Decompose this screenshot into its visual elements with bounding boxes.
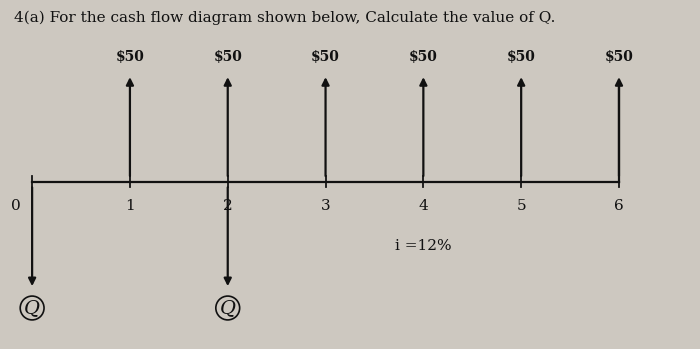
Text: 4(a) For the cash flow diagram shown below, Calculate the value of Q.: 4(a) For the cash flow diagram shown bel… — [14, 10, 555, 25]
Text: 3: 3 — [321, 199, 330, 213]
Text: i =12%: i =12% — [395, 239, 452, 253]
Text: 5: 5 — [517, 199, 526, 213]
Text: $50: $50 — [507, 50, 536, 64]
Text: $50: $50 — [605, 50, 634, 64]
Text: 2: 2 — [223, 199, 232, 213]
Text: 0: 0 — [10, 199, 20, 213]
Text: 1: 1 — [125, 199, 135, 213]
Text: 4: 4 — [419, 199, 428, 213]
Text: Q: Q — [220, 299, 236, 317]
Text: $50: $50 — [311, 50, 340, 64]
Text: $50: $50 — [214, 50, 242, 64]
Text: 6: 6 — [614, 199, 624, 213]
Text: $50: $50 — [409, 50, 438, 64]
Text: Q: Q — [24, 299, 40, 317]
Text: $50: $50 — [116, 50, 144, 64]
